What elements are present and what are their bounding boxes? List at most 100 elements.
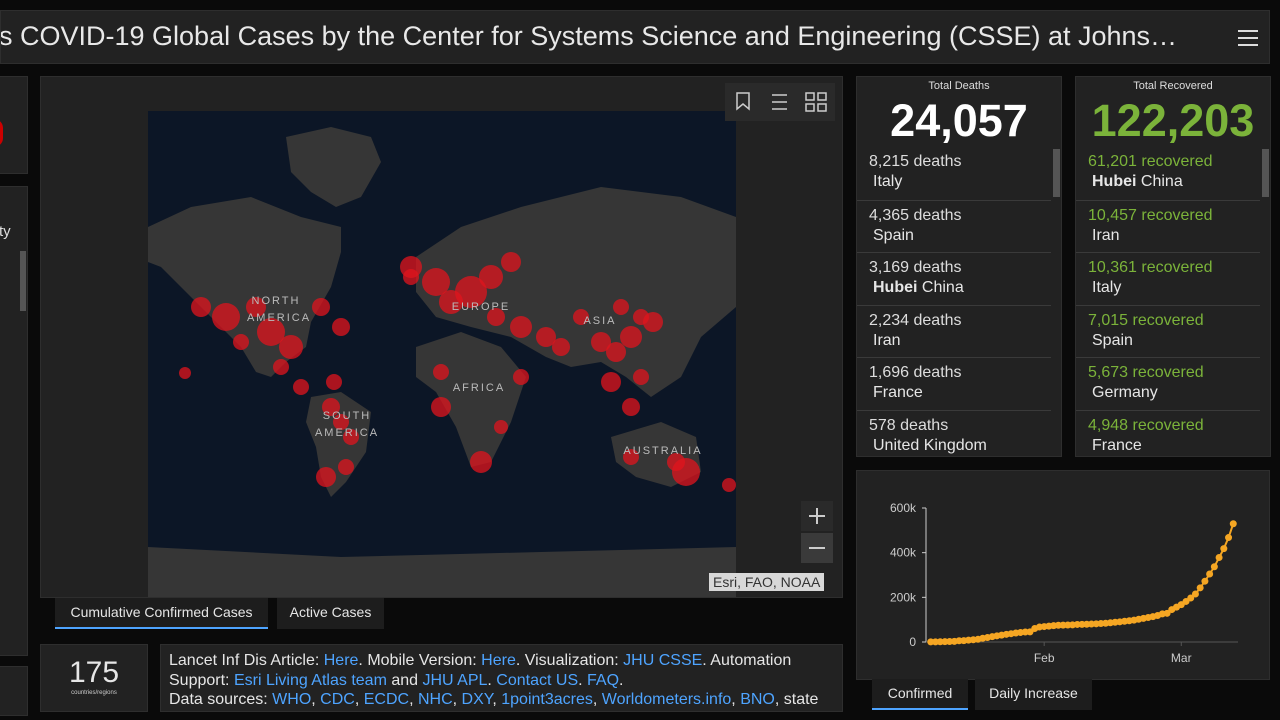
item-unit: deaths [913, 311, 962, 329]
list-item[interactable]: 10,457 recovered Iran [1076, 199, 1260, 253]
info-link[interactable]: CDC [320, 691, 355, 708]
menu-button[interactable] [1237, 27, 1259, 49]
land [148, 127, 736, 597]
map-labels: NORTH AMERICA EUROPE ASIA AFRICA SOUTH AMERICA… [247, 295, 701, 457]
list-item[interactable]: 8,215 deaths Italy [857, 147, 1051, 199]
list-item[interactable]: 578 deaths United Kingdom [857, 409, 1051, 457]
item-place: Italy [1092, 279, 1122, 296]
info-link[interactable]: BNO [740, 691, 775, 708]
case-bubble [487, 308, 505, 326]
case-bubble [246, 297, 266, 317]
list-item[interactable]: 2,234 deaths Iran [857, 304, 1051, 358]
header: s COVID-19 Global Cases by the Center fo… [0, 10, 1270, 64]
info-link[interactable]: Here [481, 652, 516, 669]
scrollbar[interactable] [20, 251, 26, 311]
info-link[interactable]: Worldometers.info [601, 691, 732, 708]
case-bubble [333, 414, 349, 430]
map-label: EUROPE [452, 301, 510, 313]
list-item[interactable]: 61,201 recovered Hubei China [1076, 147, 1260, 199]
map-label: AMERICA [247, 312, 311, 324]
info-link[interactable]: DXY [461, 691, 493, 708]
case-bubble [633, 369, 649, 385]
basemap-button[interactable] [805, 92, 827, 112]
item-unit: deaths [913, 259, 962, 276]
item-place-line: Italy [873, 173, 902, 191]
item-count-line: 4,948 recovered [1088, 417, 1204, 435]
case-bubble [620, 326, 642, 348]
zoom-out[interactable] [801, 533, 833, 563]
y-tick-label: 400k [890, 546, 917, 560]
item-count: 2,234 [869, 311, 910, 329]
case-bubble [623, 449, 639, 465]
case-bubble [536, 327, 556, 347]
case-bubble [191, 297, 211, 317]
legend-button[interactable] [772, 94, 787, 110]
list-item[interactable]: 1,696 deaths France [857, 357, 1051, 410]
case-bubble [431, 397, 451, 417]
item-place-line: Iran [873, 332, 901, 350]
list-item[interactable]: 10,361 recovered Italy [1076, 252, 1260, 305]
item-place: France [873, 384, 923, 401]
item-count: 8,215 [869, 153, 910, 170]
list-item[interactable]: 5,673 recovered Germany [1076, 357, 1260, 410]
x-tick-label: Mar [1171, 651, 1192, 665]
info-text-segment: . [619, 671, 624, 689]
case-bubble [433, 364, 449, 380]
info-text-segment: . [578, 671, 587, 689]
item-count: 4,948 [1088, 416, 1129, 434]
info-link[interactable]: Here [323, 652, 359, 669]
list-item[interactable]: 3,169 deaths Hubei China [857, 252, 1051, 305]
item-place: Italy [873, 173, 903, 190]
scrollbar [1053, 149, 1060, 197]
zoom-in[interactable] [801, 501, 833, 531]
case-bubble [591, 332, 611, 352]
item-count: 5,673 [1088, 364, 1129, 381]
item-place: France [1092, 436, 1142, 454]
bookmark-button[interactable] [736, 92, 750, 111]
case-bubble [343, 429, 359, 445]
map-panel: NORTH AMERICA EUROPE ASIA AFRICA SOUTH AMERICA… [40, 76, 843, 598]
item-unit: recovered [1141, 206, 1213, 224]
chart-tab[interactable]: Confirmed [872, 679, 968, 710]
info-text-segment: , [311, 691, 321, 708]
x-tick-label: Feb [1034, 651, 1055, 665]
item-place: United Kingdom [873, 436, 987, 454]
info-link[interactable]: 1point3acres [501, 691, 593, 708]
map-tab[interactable]: Active Cases [277, 598, 384, 629]
chart-tab[interactable]: Daily Increase [975, 679, 1092, 710]
case-bubble [606, 342, 626, 362]
y-tick-label: 600k [890, 501, 917, 515]
data-point [1215, 554, 1223, 562]
case-bubble [470, 451, 492, 473]
item-unit: recovered [1141, 259, 1213, 276]
info-line: Support: Esri Living Atlas team and JHU … [169, 671, 842, 691]
list-item[interactable]: 4,948 recovered France [1076, 409, 1260, 457]
left-panel-bottom [0, 666, 28, 716]
info-link[interactable]: ECDC [363, 691, 410, 708]
item-count-line: 61,201 recovered [1088, 153, 1213, 171]
info-link[interactable]: JHU CSSE [623, 652, 703, 669]
left-panel-indicator [0, 119, 3, 147]
left-panel-header: ty [0, 223, 11, 240]
data-point [1191, 590, 1199, 598]
info-link[interactable]: JHU APL [422, 671, 488, 689]
item-count-line: 10,457 recovered [1088, 207, 1213, 225]
info-text-segment: Lancet Inf Dis Article: [169, 652, 324, 669]
item-count-line: 8,215 deaths [869, 153, 962, 171]
map-tab[interactable]: Cumulative Confirmed Cases [55, 598, 268, 629]
list-item[interactable]: 4,365 deaths Spain [857, 199, 1051, 253]
list-item[interactable]: 7,015 recovered Spain [1076, 304, 1260, 358]
case-bubble [179, 367, 191, 379]
info-link[interactable]: Contact US [496, 671, 579, 689]
case-bubble [293, 379, 309, 395]
info-link[interactable]: FAQ [587, 671, 620, 689]
info-link[interactable]: WHO [272, 691, 312, 708]
info-link[interactable]: NHC [417, 691, 453, 708]
case-bubble [233, 334, 249, 350]
info-link[interactable]: Esri Living Atlas team [233, 671, 387, 689]
panel-total: 122,203 [1091, 95, 1255, 146]
item-count: 4,365 [869, 206, 910, 224]
map-label: AFRICA [453, 382, 505, 394]
case-bubble [667, 453, 685, 471]
info-text-segment: . [487, 671, 497, 689]
